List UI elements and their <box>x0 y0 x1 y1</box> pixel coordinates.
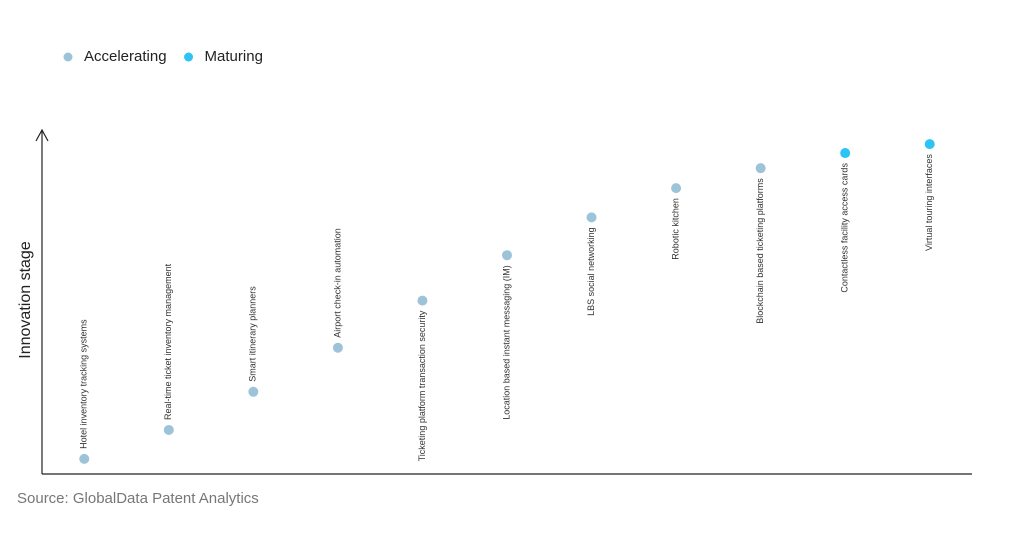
point <box>502 250 512 261</box>
point <box>755 163 766 174</box>
point <box>79 453 90 464</box>
y-axis-arrow <box>35 128 49 142</box>
point <box>332 342 343 353</box>
point <box>924 139 935 150</box>
point <box>248 386 259 397</box>
category-label: Location based instant messaging (IM) <box>501 265 511 420</box>
point <box>417 295 428 306</box>
source: Source: GlobalData Patent Analytics <box>17 490 259 507</box>
point <box>586 212 597 223</box>
category-label: Blockchain based ticketing platforms <box>755 178 765 324</box>
category-label: Ticketing platform transaction security <box>417 310 427 461</box>
point <box>671 183 682 194</box>
legend-marker <box>63 52 73 62</box>
point <box>840 148 851 159</box>
legend-marker <box>184 52 194 62</box>
category-label: Contactless facility access cards <box>840 163 850 293</box>
y-axis-label: Innovation stage <box>17 241 34 359</box>
category-label: LBS social networking <box>586 227 596 316</box>
category-label: Airport check-in automation <box>332 228 342 338</box>
category-label: Smart itinerary planners <box>248 286 258 382</box>
legend-label: Maturing <box>205 48 263 65</box>
category-label: Virtual touring interfaces <box>924 154 934 251</box>
point <box>163 424 174 435</box>
category-label: Robotic kitchen <box>670 198 680 260</box>
legend-label: Accelerating <box>84 48 167 65</box>
category-label: Hotel inventory tracking systems <box>79 319 89 449</box>
category-label: Real-time ticket inventory management <box>163 263 173 420</box>
